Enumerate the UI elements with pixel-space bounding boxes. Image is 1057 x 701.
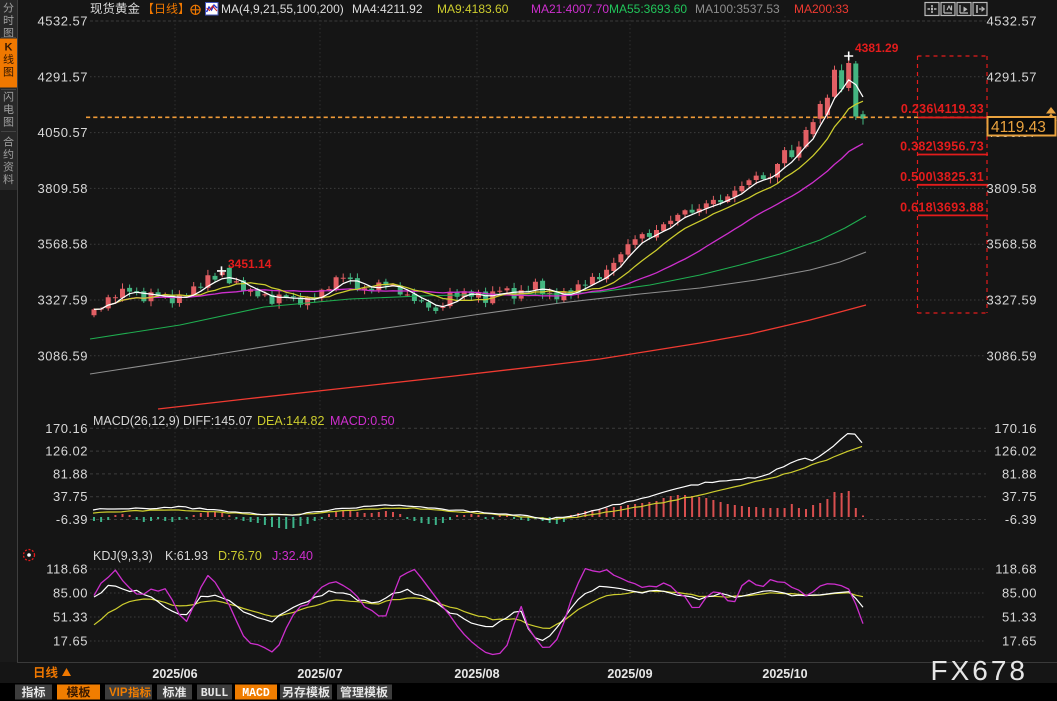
svg-text:0.618\3693.88: 0.618\3693.88	[900, 200, 984, 214]
svg-text:4532.57: 4532.57	[38, 14, 89, 29]
svg-text:MA100:3537.53: MA100:3537.53	[695, 2, 780, 16]
svg-text:DIFF:145.07: DIFF:145.07	[183, 414, 253, 428]
svg-text:3086.59: 3086.59	[38, 348, 89, 363]
svg-text:126.02: 126.02	[994, 444, 1037, 459]
svg-text:4291.57: 4291.57	[987, 69, 1038, 84]
svg-text:17.65: 17.65	[1002, 634, 1037, 649]
svg-text:126.02: 126.02	[45, 444, 88, 459]
svg-text:0.382\3956.73: 0.382\3956.73	[900, 140, 984, 154]
svg-text:51.33: 51.33	[53, 610, 88, 625]
svg-text:KDJ(9,3,3): KDJ(9,3,3)	[93, 549, 153, 563]
svg-text:-6.39: -6.39	[1005, 512, 1037, 527]
svg-text:37.75: 37.75	[1002, 489, 1037, 504]
svg-text:-6.39: -6.39	[56, 512, 88, 527]
svg-text:118.68: 118.68	[46, 562, 88, 577]
svg-text:D:76.70: D:76.70	[218, 549, 262, 563]
svg-text:J:32.40: J:32.40	[272, 549, 313, 563]
svg-text:2025/09: 2025/09	[607, 667, 652, 681]
svg-text:4381.29: 4381.29	[855, 41, 899, 55]
svg-text:118.68: 118.68	[995, 562, 1037, 577]
svg-text:MACD: MACD	[242, 687, 270, 700]
svg-text:3809.58: 3809.58	[38, 181, 89, 196]
svg-text:2025/10: 2025/10	[762, 667, 807, 681]
svg-text:MA200:33: MA200:33	[794, 2, 849, 16]
svg-text:81.88: 81.88	[1002, 466, 1037, 481]
svg-text:VIP: VIP	[109, 687, 128, 699]
svg-text:MA9:4183.60: MA9:4183.60	[437, 2, 509, 16]
svg-text:81.88: 81.88	[53, 466, 88, 481]
svg-text:170.16: 170.16	[994, 421, 1037, 436]
svg-text:MACD(26,12,9): MACD(26,12,9)	[93, 414, 180, 428]
svg-text:DEA:144.82: DEA:144.82	[257, 414, 324, 428]
svg-text:85.00: 85.00	[53, 586, 88, 601]
svg-text:2025/07: 2025/07	[297, 667, 342, 681]
svg-text:3086.59: 3086.59	[987, 348, 1038, 363]
svg-text:BULL: BULL	[201, 687, 229, 700]
svg-text:MA55:3693.60: MA55:3693.60	[609, 2, 687, 16]
svg-text:17.65: 17.65	[53, 634, 88, 649]
svg-text:4291.57: 4291.57	[38, 69, 89, 84]
svg-text:3568.58: 3568.58	[38, 237, 89, 252]
svg-text:2025/06: 2025/06	[152, 667, 197, 681]
svg-text:3327.59: 3327.59	[38, 293, 89, 308]
svg-text:MA4:4211.92: MA4:4211.92	[352, 2, 423, 16]
svg-text:MA(4,9,21,55,100,200): MA(4,9,21,55,100,200)	[221, 2, 344, 16]
svg-text:2025/08: 2025/08	[454, 667, 499, 681]
svg-text:3451.14: 3451.14	[228, 257, 272, 271]
svg-text:FX678: FX678	[931, 655, 1029, 686]
svg-text:85.00: 85.00	[1002, 586, 1037, 601]
svg-text:3809.58: 3809.58	[987, 181, 1038, 196]
svg-text:4532.57: 4532.57	[987, 14, 1038, 29]
svg-text:3568.58: 3568.58	[987, 237, 1038, 252]
svg-text:K:61.93: K:61.93	[165, 549, 208, 563]
svg-text:MA21:4007.70: MA21:4007.70	[531, 2, 609, 16]
svg-text:3327.59: 3327.59	[987, 293, 1038, 308]
svg-text:4050.57: 4050.57	[38, 125, 89, 140]
svg-text:MACD:0.50: MACD:0.50	[330, 414, 395, 428]
svg-text:K: K	[5, 41, 13, 53]
svg-text:37.75: 37.75	[53, 489, 88, 504]
svg-text:170.16: 170.16	[45, 421, 88, 436]
svg-text:0.236\4119.33: 0.236\4119.33	[901, 102, 984, 116]
svg-text:4119.43: 4119.43	[991, 119, 1046, 136]
svg-text:0.500\3825.31: 0.500\3825.31	[900, 170, 984, 184]
svg-text:51.33: 51.33	[1002, 610, 1037, 625]
